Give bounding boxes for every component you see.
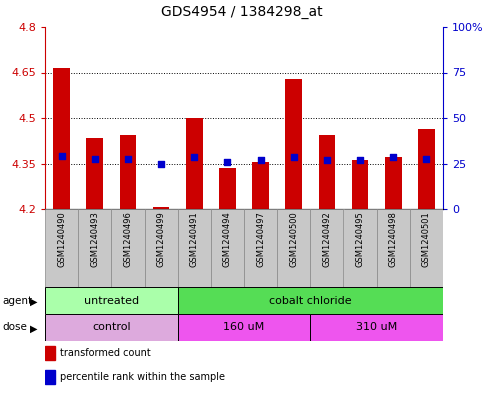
Text: 310 uM: 310 uM — [356, 323, 398, 332]
Text: GSM1240494: GSM1240494 — [223, 211, 232, 267]
Text: GSM1240492: GSM1240492 — [323, 211, 331, 267]
Text: ▶: ▶ — [30, 297, 38, 307]
Text: GSM1240491: GSM1240491 — [190, 211, 199, 267]
Bar — [78, 209, 112, 287]
Point — [190, 154, 198, 161]
Bar — [178, 287, 443, 314]
Bar — [178, 209, 211, 287]
Bar — [244, 209, 277, 287]
Text: GSM1240499: GSM1240499 — [156, 211, 166, 267]
Text: GSM1240501: GSM1240501 — [422, 211, 431, 267]
Bar — [311, 209, 343, 287]
Bar — [219, 168, 236, 209]
Point — [423, 156, 430, 162]
Text: GSM1240498: GSM1240498 — [389, 211, 398, 267]
Point — [124, 156, 132, 162]
Text: GSM1240495: GSM1240495 — [355, 211, 365, 267]
Point — [356, 157, 364, 163]
Point — [91, 156, 99, 162]
Point — [323, 157, 331, 163]
Text: GDS4954 / 1384298_at: GDS4954 / 1384298_at — [161, 5, 322, 19]
Bar — [311, 314, 443, 341]
Bar — [86, 138, 103, 209]
Text: cobalt chloride: cobalt chloride — [269, 296, 352, 305]
Point — [257, 157, 265, 163]
Text: dose: dose — [2, 323, 27, 332]
Point — [58, 153, 66, 159]
Bar — [377, 209, 410, 287]
Bar — [45, 369, 55, 384]
Bar — [186, 118, 202, 209]
Bar — [153, 208, 170, 209]
Bar — [45, 287, 178, 314]
Text: GSM1240490: GSM1240490 — [57, 211, 66, 267]
Text: GSM1240500: GSM1240500 — [289, 211, 298, 267]
Bar — [45, 209, 78, 287]
Bar — [252, 162, 269, 209]
Bar — [178, 314, 311, 341]
Bar — [144, 209, 178, 287]
Text: transformed count: transformed count — [60, 348, 151, 358]
Bar — [53, 68, 70, 209]
Text: ▶: ▶ — [30, 324, 38, 334]
Point — [389, 154, 397, 161]
Bar — [45, 314, 178, 341]
Bar — [385, 158, 401, 209]
Text: 160 uM: 160 uM — [223, 323, 265, 332]
Text: percentile rank within the sample: percentile rank within the sample — [60, 371, 226, 382]
Text: control: control — [92, 323, 130, 332]
Bar — [410, 209, 443, 287]
Bar — [285, 79, 302, 209]
Text: agent: agent — [2, 296, 32, 305]
Bar — [120, 135, 136, 209]
Point — [290, 154, 298, 161]
Bar — [211, 209, 244, 287]
Bar — [352, 160, 369, 209]
Bar — [418, 129, 435, 209]
Text: GSM1240496: GSM1240496 — [124, 211, 132, 267]
Text: GSM1240493: GSM1240493 — [90, 211, 99, 267]
Bar — [277, 209, 311, 287]
Point — [224, 159, 231, 165]
Bar — [45, 346, 55, 360]
Bar — [112, 209, 144, 287]
Bar — [319, 135, 335, 209]
Text: untreated: untreated — [84, 296, 139, 305]
Text: GSM1240497: GSM1240497 — [256, 211, 265, 267]
Point — [157, 160, 165, 167]
Bar — [343, 209, 377, 287]
